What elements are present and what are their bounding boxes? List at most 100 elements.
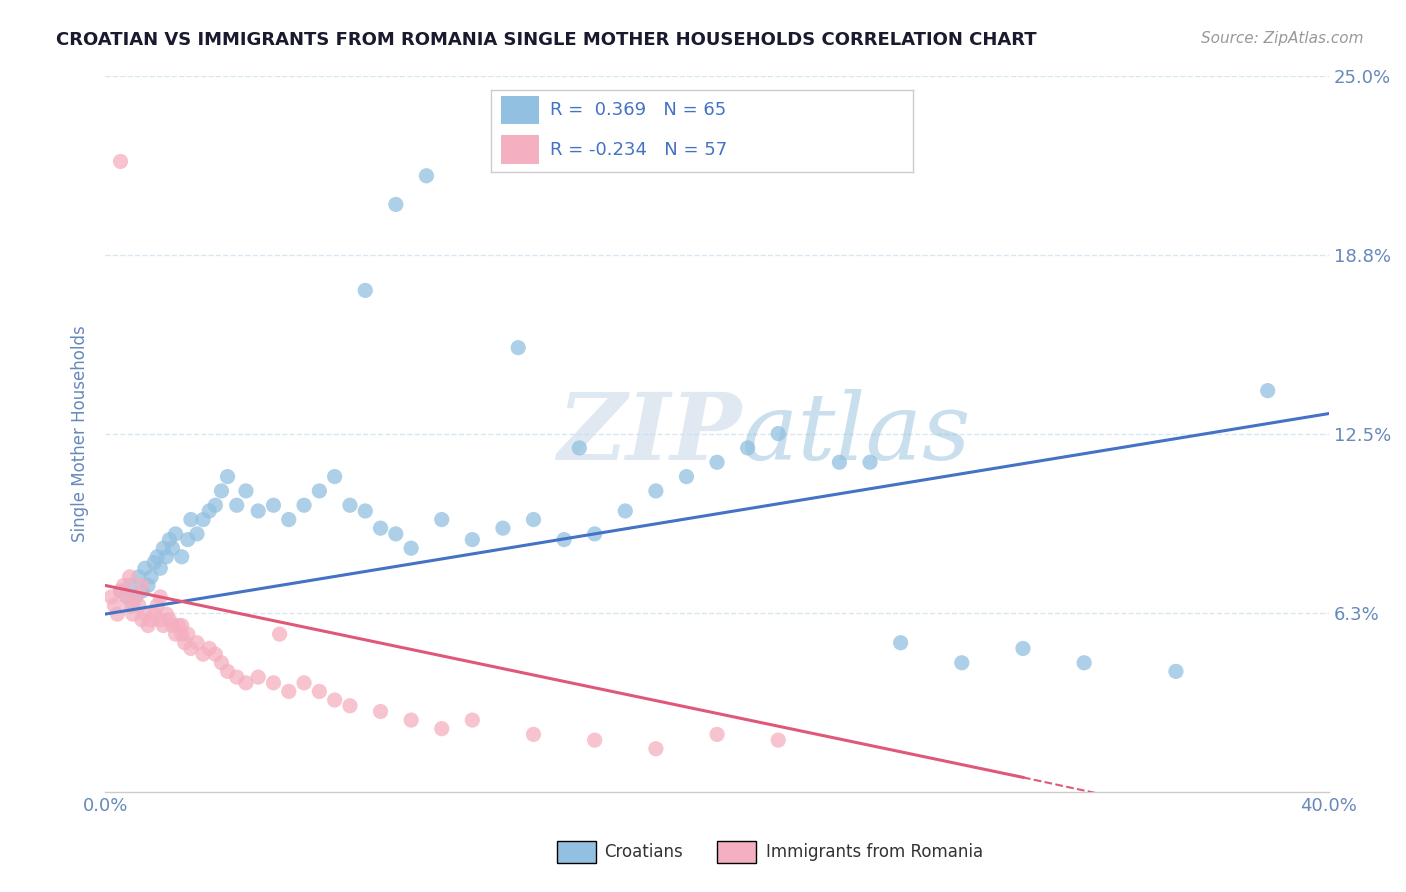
Point	[430, 512, 453, 526]
Point	[180, 641, 202, 656]
Point	[859, 455, 882, 469]
Point	[1012, 641, 1035, 656]
Point	[247, 504, 270, 518]
Point	[131, 578, 153, 592]
Y-axis label: Single Mother Households: Single Mother Households	[72, 326, 89, 542]
Point	[131, 584, 153, 599]
Point	[292, 676, 315, 690]
Point	[134, 607, 156, 621]
Point	[103, 599, 125, 613]
Point	[100, 590, 122, 604]
Point	[159, 533, 181, 547]
Point	[675, 469, 697, 483]
Point	[146, 549, 169, 564]
Point	[170, 549, 193, 564]
Point	[950, 656, 973, 670]
Text: Croatians: Croatians	[605, 843, 683, 861]
Point	[149, 590, 172, 604]
Point	[308, 684, 330, 698]
Point	[146, 599, 169, 613]
Point	[583, 733, 606, 747]
Point	[143, 556, 166, 570]
Point	[225, 498, 247, 512]
Point	[191, 647, 214, 661]
Point	[118, 599, 141, 613]
Point	[644, 483, 666, 498]
Point	[186, 636, 208, 650]
Point	[370, 521, 392, 535]
Text: ZIP: ZIP	[557, 389, 741, 479]
Point	[191, 512, 214, 526]
Point	[155, 607, 177, 621]
Point	[461, 713, 484, 727]
Point	[149, 613, 172, 627]
Point	[170, 618, 193, 632]
Point	[269, 627, 291, 641]
Point	[768, 426, 790, 441]
Point	[139, 613, 162, 627]
Point	[167, 618, 190, 632]
Point	[128, 599, 150, 613]
Point	[308, 483, 330, 498]
Point	[225, 670, 247, 684]
Point	[136, 618, 159, 632]
Text: atlas: atlas	[741, 389, 972, 479]
Point	[162, 618, 184, 632]
Point	[1257, 384, 1279, 398]
Point	[198, 504, 221, 518]
Point	[125, 590, 148, 604]
Point	[385, 527, 408, 541]
Point	[292, 498, 315, 512]
Point	[128, 570, 150, 584]
Point	[152, 618, 174, 632]
Point	[370, 705, 392, 719]
Point	[170, 627, 193, 641]
Point	[385, 197, 408, 211]
Point	[768, 733, 790, 747]
Point	[339, 498, 361, 512]
Point	[644, 741, 666, 756]
Point	[399, 713, 422, 727]
Point	[118, 570, 141, 584]
Point	[277, 512, 299, 526]
Point	[217, 469, 239, 483]
Point	[115, 590, 138, 604]
Point	[155, 549, 177, 564]
Point	[112, 578, 135, 592]
Point	[152, 541, 174, 556]
Point	[247, 670, 270, 684]
Point	[159, 613, 181, 627]
Text: Source: ZipAtlas.com: Source: ZipAtlas.com	[1201, 31, 1364, 46]
Point	[430, 722, 453, 736]
Point	[211, 656, 233, 670]
Point	[198, 641, 221, 656]
Point	[131, 613, 153, 627]
Point	[263, 498, 285, 512]
Point	[263, 676, 285, 690]
Point	[522, 727, 544, 741]
Text: Immigrants from Romania: Immigrants from Romania	[766, 843, 983, 861]
Point	[706, 727, 728, 741]
Point	[165, 627, 187, 641]
Point	[553, 533, 575, 547]
Point	[118, 578, 141, 592]
Point	[173, 636, 195, 650]
Point	[110, 154, 132, 169]
Point	[323, 469, 346, 483]
Point	[121, 607, 143, 621]
Point	[107, 607, 129, 621]
Point	[737, 441, 759, 455]
Point	[1073, 656, 1095, 670]
Point	[125, 590, 148, 604]
Point	[828, 455, 851, 469]
Point	[165, 527, 187, 541]
Point	[143, 607, 166, 621]
Point	[235, 483, 257, 498]
Point	[354, 504, 377, 518]
Point	[492, 521, 515, 535]
Point	[323, 693, 346, 707]
Point	[204, 647, 226, 661]
Point	[110, 584, 132, 599]
Point	[139, 570, 162, 584]
Point	[177, 627, 200, 641]
